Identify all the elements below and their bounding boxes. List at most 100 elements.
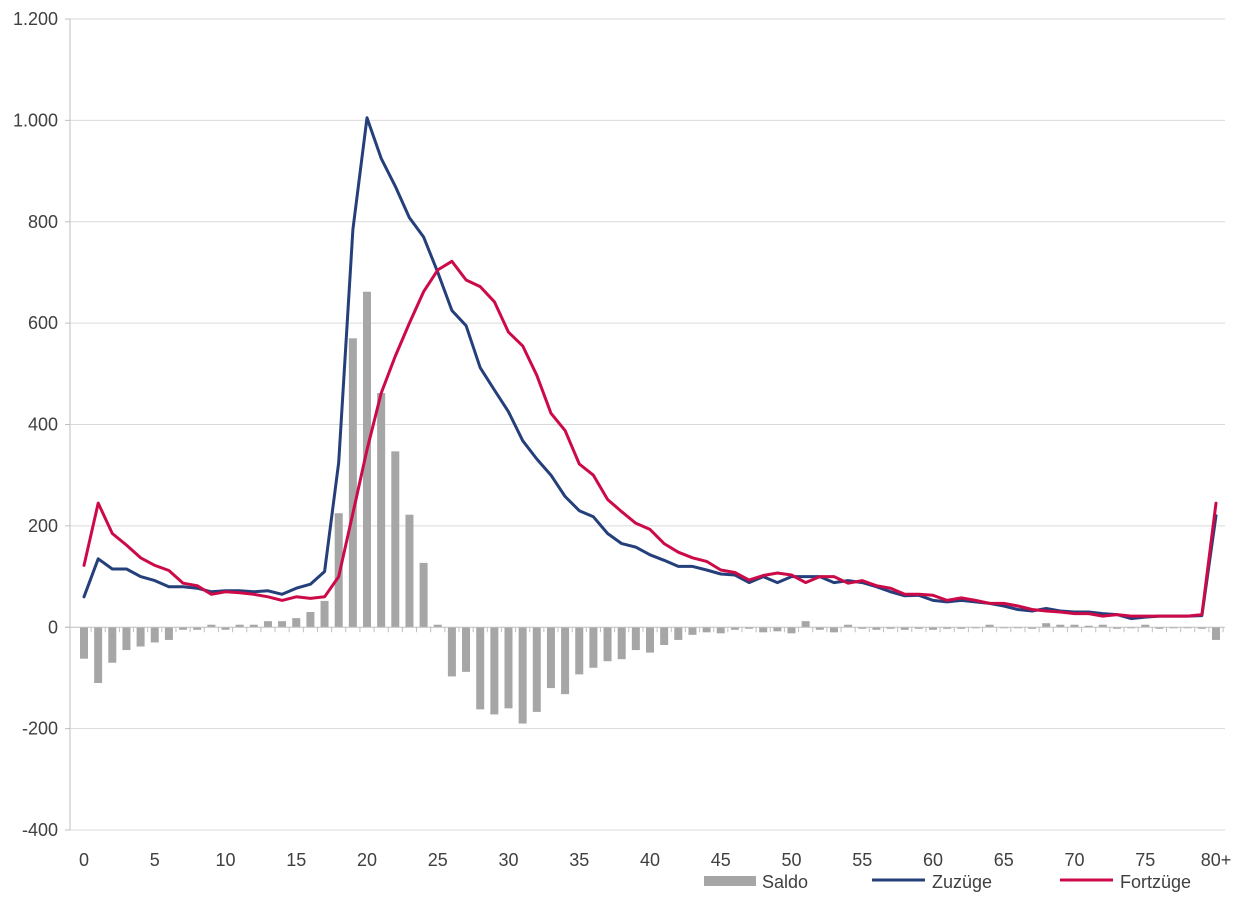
series-line-fortzge [82, 259, 1218, 618]
x-tick-label: 60 [923, 850, 943, 870]
saldo-bar [1112, 627, 1121, 629]
saldo-bar [292, 618, 301, 628]
saldo-bar [957, 627, 966, 629]
saldo-bar [971, 627, 980, 629]
saldo-bar [844, 624, 853, 628]
saldo-bar [872, 627, 881, 630]
saldo-bar [1056, 624, 1065, 628]
x-tick-label: 80+ [1201, 850, 1232, 870]
saldo-bar [1028, 627, 1037, 629]
legend-label-fortzuege: Fortzüge [1120, 872, 1191, 892]
y-tick-label: 200 [28, 516, 58, 536]
x-tick-label: 25 [428, 850, 448, 870]
saldo-bar [80, 627, 88, 659]
saldo-bar [985, 624, 994, 628]
saldo-bars [80, 291, 1220, 724]
saldo-bar [646, 627, 654, 653]
x-tick-label: 55 [852, 850, 872, 870]
saldo-bar [674, 627, 683, 640]
y-tick-label: 1.000 [13, 110, 58, 130]
saldo-bar [164, 627, 173, 640]
x-tick-label: 65 [994, 850, 1014, 870]
saldo-bar [660, 627, 669, 645]
y-tick-label: -400 [22, 820, 58, 840]
saldo-bar [589, 627, 598, 668]
y-tick-label: 600 [28, 313, 58, 333]
saldo-bar [1098, 624, 1107, 628]
saldo-bar [391, 451, 400, 628]
series-line-zuzge [82, 116, 1218, 621]
legend-swatch-saldo [704, 876, 756, 886]
saldo-bar [193, 627, 202, 630]
x-tick-label: 15 [286, 850, 306, 870]
saldo-bar [1070, 624, 1079, 628]
saldo-bar [419, 562, 428, 628]
saldo-bar [1141, 624, 1150, 628]
saldo-bar [433, 624, 442, 628]
y-tick-label: -200 [22, 719, 58, 739]
saldo-bar [858, 627, 867, 629]
saldo-bar [108, 627, 117, 663]
saldo-bar [575, 627, 584, 675]
saldo-bar [363, 291, 371, 628]
saldo-bar [943, 627, 952, 629]
legend-label-zuzuege: Zuzüge [932, 872, 992, 892]
saldo-bar [136, 627, 145, 647]
legend-item-zuzuege: Zuzüge [872, 872, 992, 892]
saldo-bar [1197, 627, 1206, 629]
x-tick-label: 5 [150, 850, 160, 870]
legend-item-fortzuege: Fortzüge [1060, 872, 1191, 892]
x-tick-label: 10 [215, 850, 235, 870]
saldo-bar [815, 627, 824, 630]
x-tick-label: 30 [498, 850, 518, 870]
saldo-bar [490, 627, 499, 715]
saldo-bar [745, 627, 754, 629]
y-tick-label: 400 [28, 415, 58, 435]
legend: Saldo Zuzüge Fortzüge [704, 872, 1191, 892]
saldo-bar [94, 627, 103, 684]
saldo-bar [631, 627, 640, 651]
x-tick-label: 45 [711, 850, 731, 870]
y-tick-label: 1.200 [13, 9, 58, 29]
saldo-bar [829, 627, 838, 633]
saldo-bar [759, 627, 768, 633]
saldo-bar [518, 627, 527, 724]
saldo-bar [306, 612, 315, 628]
saldo-bar [914, 627, 923, 629]
saldo-bar [405, 514, 414, 628]
saldo-bar [688, 627, 697, 635]
saldo-bar [1155, 627, 1164, 629]
saldo-bar [1084, 625, 1093, 628]
legend-label-saldo: Saldo [762, 872, 808, 892]
saldo-bar [603, 627, 612, 662]
saldo-bar [702, 627, 711, 633]
series-lines [82, 116, 1218, 621]
saldo-bar [320, 600, 329, 628]
saldo-bar [561, 627, 570, 695]
x-tick-label: 40 [640, 850, 660, 870]
saldo-bar [462, 627, 471, 672]
legend-item-saldo: Saldo [704, 872, 808, 892]
saldo-bar [1127, 627, 1136, 629]
saldo-bar [263, 621, 272, 628]
x-tick-label: 75 [1135, 850, 1155, 870]
saldo-bar [221, 627, 230, 630]
saldo-bar [504, 627, 513, 709]
saldo-bar [249, 624, 258, 628]
saldo-bar [801, 621, 810, 628]
x-tick-label: 70 [1064, 850, 1084, 870]
saldo-bar [730, 627, 739, 630]
saldo-bar [546, 627, 555, 689]
saldo-bar [787, 627, 796, 634]
y-tick-labels: 1.200 1.000 800 600 400 200 0 -200 -400 [13, 9, 58, 840]
gridlines [70, 18, 1225, 831]
saldo-bar [1042, 623, 1051, 628]
saldo-bar [476, 627, 485, 710]
x-tick-label: 20 [357, 850, 377, 870]
saldo-bar [617, 627, 626, 660]
saldo-bar [1212, 627, 1220, 640]
saldo-bar [773, 627, 782, 632]
saldo-bar [122, 627, 131, 651]
saldo-bar [377, 393, 386, 628]
